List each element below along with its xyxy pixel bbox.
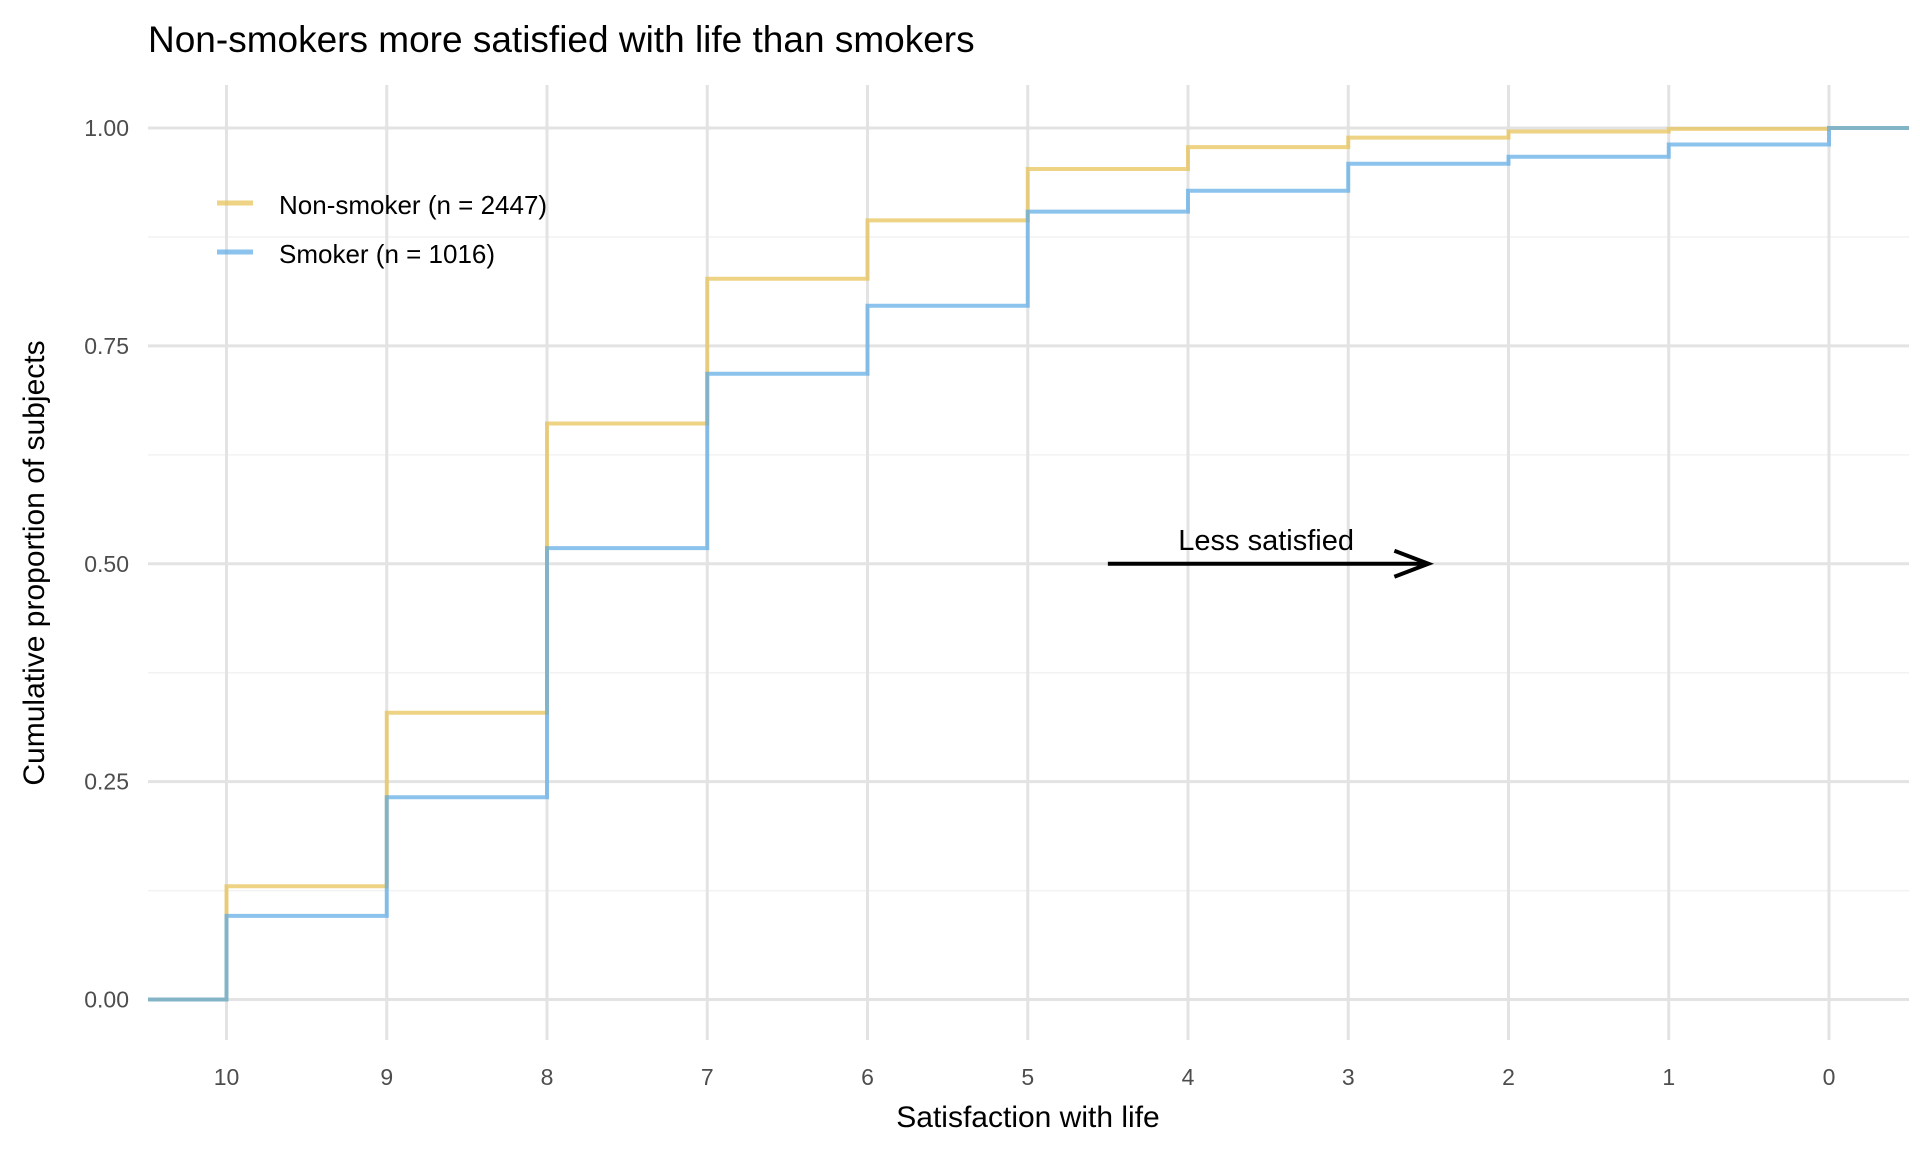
legend: Non-smoker (n = 2447) Smoker (n = 1016)	[217, 190, 547, 269]
annotation-label: Less satisfied	[1178, 525, 1354, 557]
annotation: Less satisfied	[1107, 525, 1434, 579]
series-line-smoker	[148, 126, 1909, 1002]
series-lines	[148, 126, 1909, 1002]
y-tick-label: 0.00	[84, 987, 129, 1013]
x-axis-title: Satisfaction with life	[896, 1101, 1159, 1134]
annotation-arrow	[1107, 548, 1434, 579]
y-tick-label: 0.25	[84, 769, 129, 795]
legend-label-non-smoker: Non-smoker (n = 2447)	[279, 190, 547, 220]
y-tick-label: 0.50	[84, 551, 129, 577]
x-tick-label: 6	[861, 1064, 874, 1090]
series-line-non-smoker	[148, 126, 1909, 1002]
y-axis-title: Cumulative proportion of subjects	[18, 340, 51, 785]
x-tick-label: 2	[1502, 1064, 1515, 1090]
x-tick-label: 8	[541, 1064, 554, 1090]
grid	[148, 85, 1909, 1040]
y-tick-label: 1.00	[84, 115, 129, 141]
x-tick-label: 4	[1182, 1064, 1195, 1090]
x-tick-label: 10	[214, 1064, 240, 1090]
x-tick-label: 5	[1021, 1064, 1034, 1090]
y-tick-label: 0.75	[84, 333, 129, 359]
x-tick-label: 0	[1823, 1064, 1836, 1090]
x-tick-label: 1	[1662, 1064, 1675, 1090]
x-tick-label: 9	[380, 1064, 393, 1090]
x-tick-label: 7	[701, 1064, 714, 1090]
legend-label-smoker: Smoker (n = 1016)	[279, 239, 495, 269]
chart-title: Non-smokers more satisfied with life tha…	[148, 19, 975, 60]
x-tick-label: 3	[1342, 1064, 1355, 1090]
